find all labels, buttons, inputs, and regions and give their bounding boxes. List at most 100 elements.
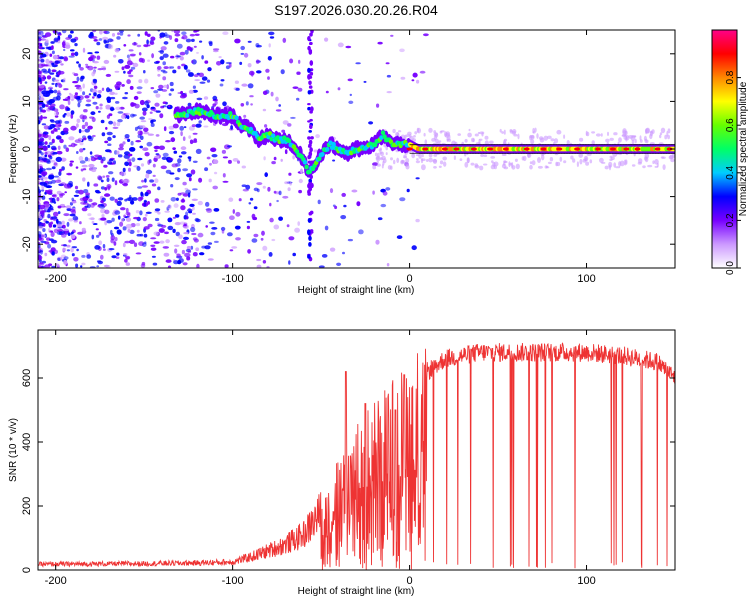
- spectral-noise-speck: [397, 130, 402, 133]
- spectral-noise-speck: [150, 123, 155, 127]
- spectral-noise-speck: [262, 108, 267, 112]
- figure-title: S197.2026.030.20.26.R04: [274, 2, 438, 18]
- spectral-noise-speck: [128, 161, 132, 167]
- spectral-noise-speck: [76, 118, 81, 124]
- spectral-noise-speck: [56, 190, 62, 195]
- spectral-noise-speck: [400, 159, 405, 165]
- spectral-noise-speck: [421, 164, 426, 171]
- spectral-noise-speck: [298, 59, 301, 64]
- spectral-noise-speck: [129, 69, 133, 72]
- spectral-noise-speck: [150, 244, 156, 247]
- spectral-noise-speck: [71, 197, 74, 201]
- spectral-noise-speck: [96, 41, 101, 46]
- spectral-noise-speck: [96, 55, 101, 60]
- spectral-noise-speck: [193, 30, 200, 33]
- spectral-noise-speck: [239, 61, 243, 65]
- spectral-noise-speck: [47, 213, 51, 219]
- spectral-noise-speck: [247, 62, 252, 68]
- spectral-noise-speck: [70, 232, 73, 235]
- spectral-noise-speck: [162, 152, 169, 157]
- spectral-noise-speck: [102, 244, 106, 249]
- spectral-noise-speck: [74, 84, 82, 88]
- spectral-noise-speck: [72, 80, 79, 84]
- spectral-noise-speck: [375, 239, 380, 245]
- spectral-noise-speck: [182, 136, 186, 141]
- spectral-noise-speck: [153, 90, 159, 94]
- spectral-noise-speck: [181, 151, 187, 155]
- spectral-noise-speck: [67, 100, 71, 105]
- spectral-noise-speck: [267, 56, 272, 61]
- spectral-noise-speck: [149, 41, 155, 46]
- spectral-noise-speck: [181, 31, 187, 35]
- spectral-noise-speck: [153, 241, 160, 244]
- spectral-noise-speck: [337, 42, 344, 48]
- spectral-noise-speck: [94, 189, 100, 193]
- spectral-noise-speck: [44, 151, 48, 156]
- spectral-noise-speck: [41, 189, 45, 192]
- spectral-noise-speck: [532, 131, 536, 134]
- spectral-noise-speck: [116, 122, 121, 127]
- spectral-noise-speck: [38, 234, 42, 239]
- spectral-noise-speck: [146, 33, 151, 37]
- spectral-noise-speck: [121, 114, 126, 119]
- spectral-noise-speck: [639, 139, 643, 143]
- spectral-noise-speck: [53, 108, 59, 112]
- spectral-noise-speck: [57, 145, 61, 150]
- spectral-noise-speck: [198, 72, 204, 78]
- spectral-noise-speck: [185, 38, 192, 43]
- spectral-noise-speck: [294, 227, 300, 233]
- spectral-noise-speck: [68, 136, 75, 141]
- spectral-noise-speck: [63, 88, 69, 91]
- spectral-noise-speck: [109, 106, 115, 112]
- spectral-noise-speck: [206, 156, 211, 160]
- spectral-noise-speck: [127, 70, 132, 75]
- spectral-noise-speck: [433, 130, 437, 134]
- spectral-noise-speck: [180, 131, 183, 137]
- spectral-noise-speck: [116, 150, 120, 155]
- spectral-noise-speck: [508, 161, 511, 168]
- spectral-noise-speck: [300, 168, 303, 174]
- spectral-noise-speck: [40, 240, 47, 243]
- spectrogram-x-tick-label: 0: [407, 273, 413, 285]
- spectral-noise-speck: [108, 171, 114, 175]
- spectral-noise-speck: [276, 199, 279, 203]
- spectral-noise-speck: [63, 260, 68, 265]
- spectral-noise-speck: [292, 252, 297, 257]
- spectral-noise-speck: [225, 61, 232, 65]
- spectral-noise-speck: [62, 98, 68, 101]
- spectral-noise-speck: [195, 247, 200, 251]
- spectral-noise-speck: [46, 210, 51, 213]
- spectral-noise-speck: [296, 97, 300, 101]
- spectral-noise-speck: [667, 134, 670, 140]
- spectral-noise-speck: [459, 158, 463, 162]
- spectral-noise-speck: [414, 131, 418, 135]
- spectral-noise-speck: [85, 103, 92, 107]
- spectral-noise-speck: [82, 168, 87, 171]
- spectral-interference-speck: [310, 106, 314, 112]
- spectral-noise-speck: [53, 228, 59, 233]
- spectral-noise-speck: [189, 203, 195, 207]
- spectral-noise-speck: [445, 131, 451, 137]
- spectral-noise-speck: [160, 224, 167, 228]
- spectral-noise-speck: [52, 151, 58, 155]
- spectral-noise-speck: [39, 43, 43, 47]
- spectral-noise-speck: [390, 157, 393, 161]
- spectral-noise-speck: [493, 165, 497, 170]
- spectral-noise-speck: [667, 128, 671, 134]
- spectral-noise-speck: [135, 223, 141, 227]
- spectral-noise-speck: [60, 203, 65, 207]
- spectral-noise-speck: [647, 164, 653, 168]
- spectral-noise-speck: [112, 126, 119, 129]
- spectral-noise-speck: [228, 197, 234, 202]
- spectral-noise-speck: [39, 204, 46, 210]
- spectral-noise-speck: [412, 138, 416, 142]
- spectral-noise-speck: [80, 168, 84, 172]
- spectral-noise-speck: [289, 181, 292, 186]
- spectral-noise-speck: [243, 52, 249, 58]
- spectral-noise-speck: [56, 223, 63, 228]
- spectral-noise-speck: [190, 245, 194, 250]
- spectral-noise-speck: [73, 194, 80, 197]
- spectral-noise-speck: [82, 147, 86, 151]
- spectral-noise-speck: [92, 96, 95, 99]
- spectral-noise-speck: [124, 161, 130, 167]
